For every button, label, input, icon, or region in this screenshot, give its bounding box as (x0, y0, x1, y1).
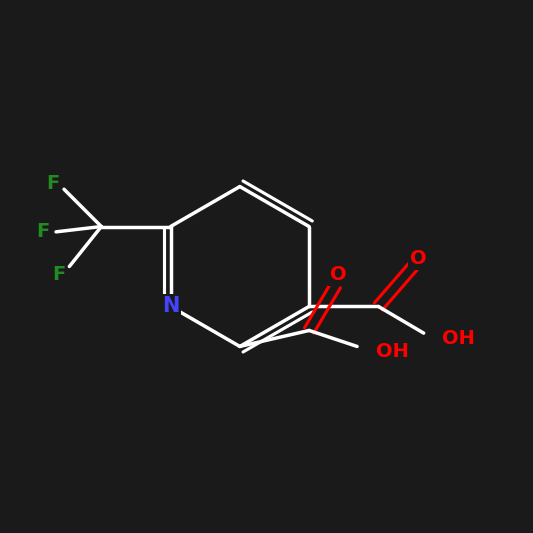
Text: F: F (47, 174, 60, 193)
Text: N: N (162, 296, 179, 317)
Text: O: O (410, 249, 426, 268)
Text: OH: OH (442, 329, 475, 348)
Text: F: F (36, 222, 50, 241)
Text: O: O (330, 265, 347, 284)
Text: OH: OH (376, 342, 409, 361)
Text: F: F (52, 265, 66, 284)
